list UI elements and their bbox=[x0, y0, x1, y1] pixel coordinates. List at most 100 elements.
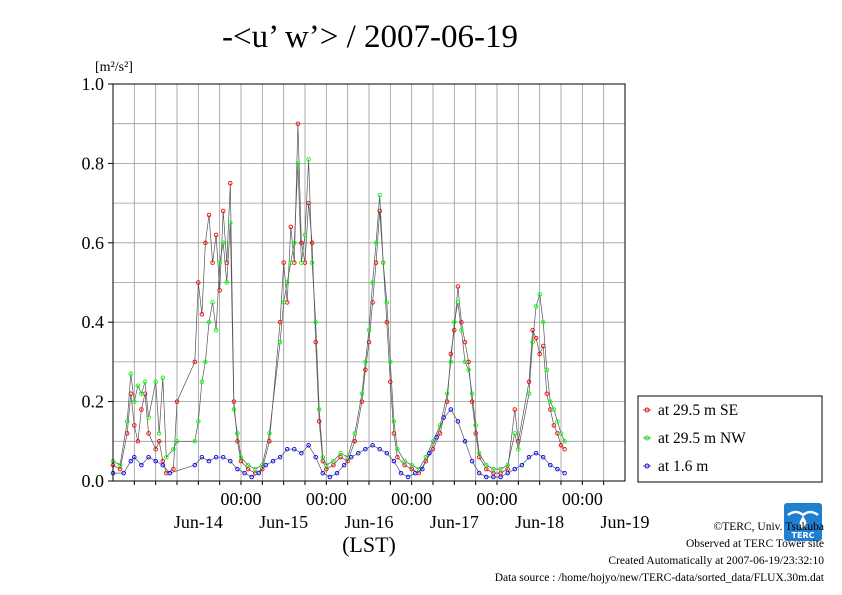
series-line bbox=[113, 408, 565, 478]
data-point bbox=[117, 462, 123, 468]
data-point bbox=[516, 446, 521, 452]
data-point bbox=[348, 454, 354, 460]
data-point bbox=[551, 423, 557, 428]
data-point bbox=[288, 224, 294, 230]
data-point bbox=[217, 260, 222, 265]
x-day-label: Jun-18 bbox=[515, 512, 564, 532]
y-tick-label: 0.0 bbox=[82, 471, 105, 491]
data-point bbox=[228, 458, 233, 464]
data-point bbox=[395, 446, 400, 452]
data-point bbox=[153, 379, 158, 385]
data-point bbox=[213, 454, 219, 460]
data-point bbox=[267, 431, 272, 436]
series-1 bbox=[110, 121, 567, 476]
data-point bbox=[128, 371, 134, 377]
data-point bbox=[519, 462, 525, 468]
y-tick-label: 0.2 bbox=[82, 392, 105, 412]
data-point bbox=[533, 304, 539, 309]
data-point bbox=[295, 161, 301, 166]
tick-labels: 0.0 0.2 0.4 0.6 0.8 1.0 00:00 00:00 00:00 00:00 00… bbox=[82, 74, 650, 532]
series-line bbox=[112, 159, 565, 470]
x-day-label: Jun-17 bbox=[430, 512, 479, 532]
data-point bbox=[526, 454, 532, 460]
data-point bbox=[153, 458, 158, 464]
data-point bbox=[124, 419, 130, 424]
data-point bbox=[320, 470, 326, 476]
data-point bbox=[555, 466, 560, 472]
legend-marker bbox=[644, 407, 650, 413]
data-point bbox=[405, 474, 411, 480]
x-day-label: Jun-14 bbox=[174, 512, 223, 532]
data-point bbox=[338, 450, 343, 456]
data-point bbox=[288, 260, 294, 265]
data-point bbox=[128, 458, 134, 464]
data-point bbox=[384, 450, 390, 456]
data-point bbox=[192, 359, 198, 365]
data-point bbox=[434, 435, 439, 440]
data-point bbox=[146, 431, 151, 436]
data-point bbox=[512, 407, 518, 412]
data-point bbox=[235, 439, 240, 444]
data-point bbox=[235, 466, 240, 472]
data-point bbox=[562, 446, 567, 452]
data-point bbox=[295, 121, 301, 126]
legend-marker bbox=[644, 435, 650, 441]
data-point bbox=[551, 407, 557, 412]
legend-label: at 29.5 m SE bbox=[658, 402, 738, 419]
data-point bbox=[139, 462, 144, 468]
data-point bbox=[462, 439, 468, 444]
data-point bbox=[160, 462, 166, 468]
data-point bbox=[373, 240, 379, 246]
data-point bbox=[206, 319, 212, 325]
logo-drop-icon bbox=[799, 516, 807, 529]
data-point bbox=[455, 284, 461, 289]
data-point bbox=[409, 462, 414, 468]
data-point bbox=[277, 454, 283, 460]
x-day-label: Jun-15 bbox=[259, 512, 308, 532]
data-point bbox=[334, 470, 340, 476]
data-point bbox=[284, 446, 290, 452]
data-point bbox=[302, 232, 308, 238]
x-day-label: Jun-16 bbox=[345, 512, 394, 532]
credit-source: Data source : /home/hojyo/new/TERC-data/… bbox=[494, 572, 824, 584]
data-point bbox=[299, 450, 304, 456]
data-point bbox=[537, 351, 542, 357]
data-point bbox=[309, 260, 315, 265]
data-point bbox=[462, 359, 468, 365]
data-point bbox=[512, 466, 518, 472]
y-tick-label: 0.8 bbox=[82, 153, 105, 173]
logo-text: TERC bbox=[792, 531, 815, 540]
data-point bbox=[142, 379, 148, 385]
data-point bbox=[167, 470, 173, 476]
data-point bbox=[316, 407, 322, 412]
data-point bbox=[469, 391, 475, 396]
data-point bbox=[558, 443, 564, 448]
data-point bbox=[484, 474, 489, 480]
data-point bbox=[220, 240, 226, 246]
data-point bbox=[199, 454, 205, 460]
data-point bbox=[135, 383, 141, 388]
data-point bbox=[530, 339, 535, 345]
data-point bbox=[196, 280, 201, 285]
data-point bbox=[228, 220, 233, 226]
data-point bbox=[309, 240, 315, 246]
credit-created: Created Automatically at 2007-06-19/23:3… bbox=[608, 555, 824, 567]
data-point bbox=[220, 454, 226, 460]
data-point bbox=[352, 431, 358, 436]
x-time-tick-label: 00:00 bbox=[220, 489, 261, 509]
y-tick-label: 0.4 bbox=[82, 312, 105, 332]
y-tick-label: 1.0 bbox=[82, 74, 105, 94]
data-point bbox=[370, 443, 375, 448]
data-point bbox=[224, 280, 230, 285]
chart-title: -<u’ w’> / 2007-06-19 bbox=[222, 19, 518, 55]
x-time-tick-label: 00:00 bbox=[306, 489, 347, 509]
data-point bbox=[263, 462, 269, 468]
data-point bbox=[391, 458, 397, 464]
data-point bbox=[146, 415, 151, 420]
legend-box bbox=[637, 395, 823, 483]
data-point bbox=[238, 454, 244, 460]
data-point bbox=[363, 359, 368, 365]
y-tick-label: 0.6 bbox=[82, 233, 105, 253]
data-point bbox=[388, 359, 393, 365]
data-point bbox=[359, 391, 365, 396]
